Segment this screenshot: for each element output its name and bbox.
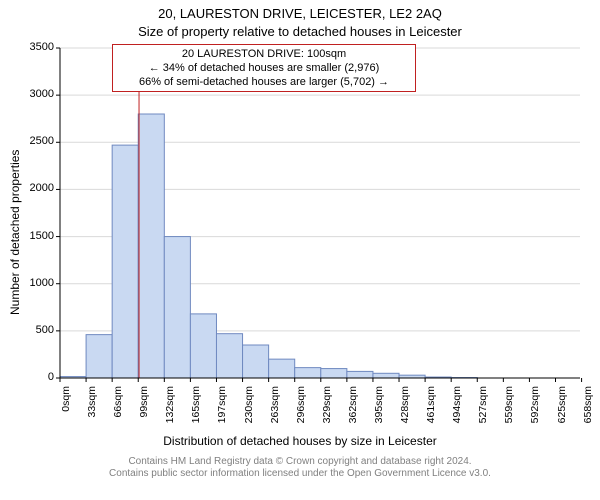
x-tick-label: 494sqm: [451, 386, 463, 436]
x-tick-label: 230sqm: [243, 386, 255, 436]
footer-line-2: Contains public sector information licen…: [0, 468, 600, 480]
footer-line-1: Contains HM Land Registry data © Crown c…: [0, 456, 600, 468]
x-tick-label: 592sqm: [529, 386, 541, 436]
chart-subtitle: Size of property relative to detached ho…: [0, 24, 600, 39]
y-tick-label: 500: [24, 324, 54, 336]
x-tick-label: 33sqm: [86, 386, 98, 436]
x-tick-label: 625sqm: [556, 386, 568, 436]
y-tick-label: 2000: [24, 182, 54, 194]
y-tick-label: 3000: [24, 88, 54, 100]
x-tick-label: 197sqm: [216, 386, 228, 436]
annotation-line-3: 66% of semi-detached houses are larger (…: [119, 75, 409, 89]
x-tick-label: 527sqm: [477, 386, 489, 436]
chart-title: 20, LAURESTON DRIVE, LEICESTER, LE2 2AQ: [0, 6, 600, 21]
footer-text: Contains HM Land Registry data © Crown c…: [0, 456, 600, 480]
x-tick-label: 559sqm: [503, 386, 515, 436]
y-tick-label: 1500: [24, 230, 54, 242]
chart-plot: [60, 48, 580, 378]
x-tick-label: 132sqm: [164, 386, 176, 436]
x-tick-label: 0sqm: [60, 386, 72, 436]
x-tick-label: 99sqm: [138, 386, 150, 436]
y-tick-label: 1000: [24, 277, 54, 289]
x-tick-label: 165sqm: [190, 386, 202, 436]
x-tick-label: 66sqm: [112, 386, 124, 436]
chart-container: { "titles": { "main": "20, LAURESTON DRI…: [0, 0, 600, 500]
x-tick-label: 395sqm: [373, 386, 385, 436]
x-tick-label: 329sqm: [321, 386, 333, 436]
x-tick-label: 296sqm: [295, 386, 307, 436]
x-tick-label: 461sqm: [425, 386, 437, 436]
x-tick-label: 362sqm: [347, 386, 359, 436]
y-tick-label: 0: [24, 371, 54, 383]
y-tick-label: 3500: [24, 41, 54, 53]
x-tick-label: 263sqm: [269, 386, 281, 436]
annotation-line-1: 20 LAURESTON DRIVE: 100sqm: [119, 47, 409, 61]
y-tick-label: 2500: [24, 135, 54, 147]
x-axis-label: Distribution of detached houses by size …: [0, 434, 600, 448]
x-tick-label: 428sqm: [399, 386, 411, 436]
y-axis-label: Number of detached properties: [8, 150, 22, 315]
annotation-box: 20 LAURESTON DRIVE: 100sqm ← 34% of deta…: [112, 44, 416, 92]
x-tick-label: 658sqm: [582, 386, 594, 436]
annotation-line-2: ← 34% of detached houses are smaller (2,…: [119, 61, 409, 75]
